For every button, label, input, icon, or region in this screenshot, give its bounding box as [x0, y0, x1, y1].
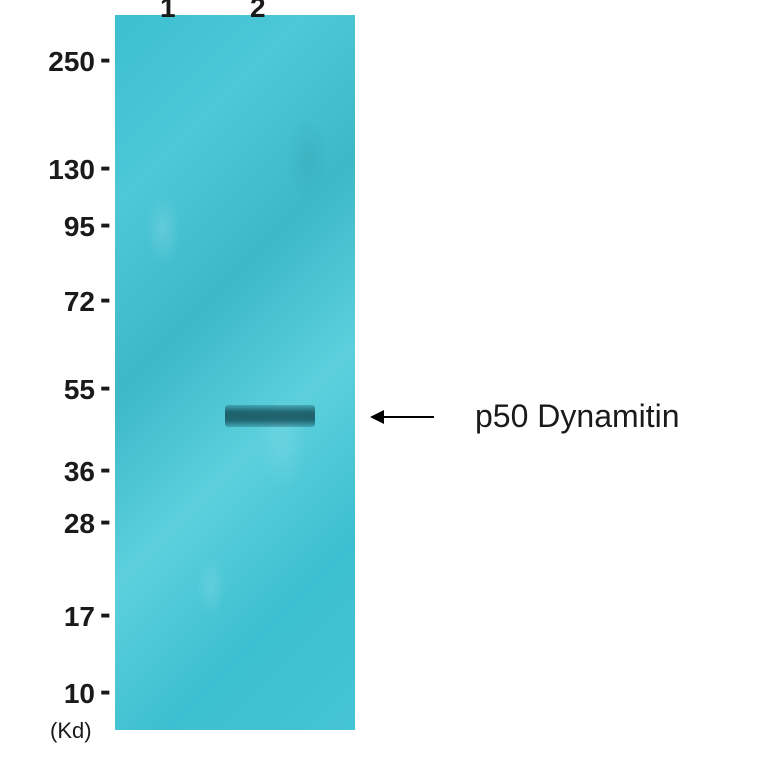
- mw-value-130: 130: [47, 154, 95, 186]
- mw-value-55: 55: [63, 374, 95, 406]
- tick-17: -: [100, 595, 111, 632]
- blot-membrane: [115, 15, 355, 730]
- mw-value-28: 28: [63, 508, 95, 540]
- mw-value-17: 17: [63, 601, 95, 633]
- tick-72: -: [100, 280, 111, 317]
- band-arrow: [370, 410, 434, 424]
- mw-value-10: 10: [63, 678, 95, 710]
- tick-250: -: [100, 40, 111, 77]
- lane-1-label: 1: [160, 0, 176, 24]
- mw-value-72: 72: [63, 286, 95, 318]
- tick-28: -: [100, 502, 111, 539]
- lane-2-label: 2: [250, 0, 266, 24]
- membrane-texture: [115, 15, 355, 730]
- tick-95: -: [100, 205, 111, 242]
- unit-label: (Kd): [50, 718, 92, 744]
- tick-36: -: [100, 450, 111, 487]
- arrow-head-icon: [370, 410, 384, 424]
- western-blot-figure: 1 2 250 - 130 - 95 - 72 - 55 - 36 - 28 -…: [0, 0, 764, 764]
- mw-value-36: 36: [63, 456, 95, 488]
- protein-band: [225, 405, 315, 427]
- tick-10: -: [100, 672, 111, 709]
- tick-130: -: [100, 148, 111, 185]
- protein-name-label: p50 Dynamitin: [475, 398, 680, 435]
- arrow-line: [384, 416, 434, 418]
- tick-55: -: [100, 368, 111, 405]
- mw-value-95: 95: [63, 211, 95, 243]
- mw-value-250: 250: [47, 46, 95, 78]
